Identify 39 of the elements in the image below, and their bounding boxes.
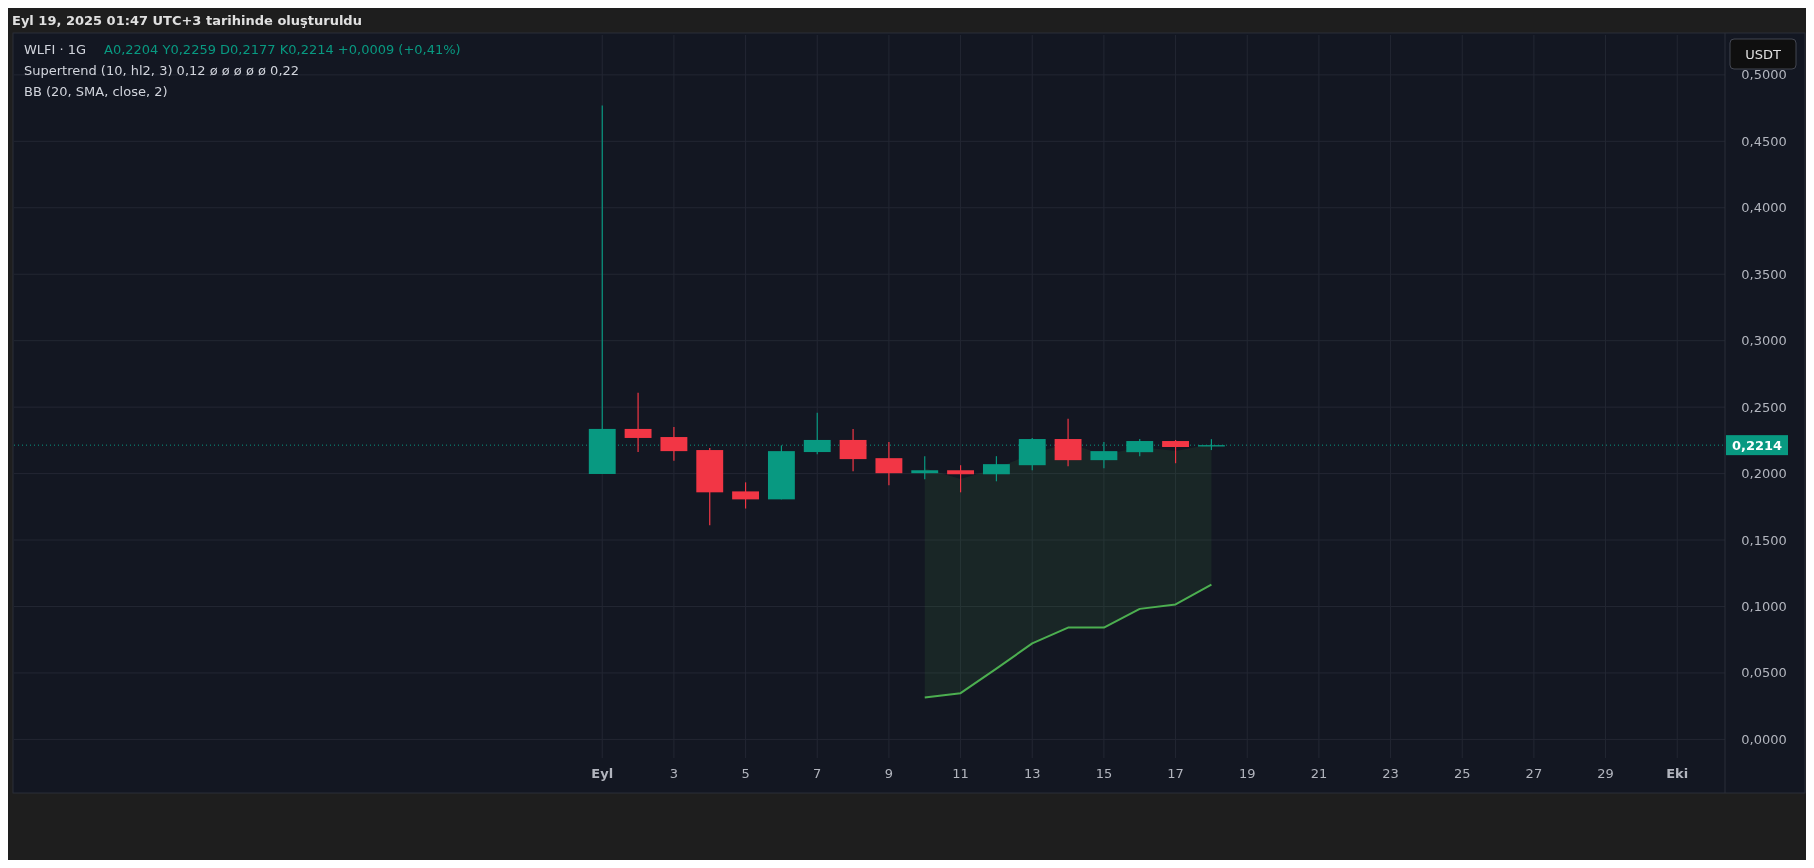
text: A0,2204 Y0,2259 D0,2177 K0,2214 +0,0009 (+0,41%) (104, 42, 461, 57)
y-tick-label: 0,3500 (1741, 266, 1787, 282)
y-tick-label: 0,1500 (1741, 532, 1787, 548)
candlestick (947, 464, 975, 493)
y-axis-title: USDT (1745, 46, 1781, 62)
text: WLFI · 1G (24, 42, 87, 57)
y-tick-label: 0,4000 (1741, 200, 1787, 216)
annotation: Supertrend (10, hl2, 3) 0,12 ø ø ø ø ø 0,22 (24, 63, 300, 78)
x-tick-label: 21 (1310, 766, 1328, 781)
text: Eyl 19, 2025 01:47 UTC+3 tarihinde oluşturuldu (12, 13, 362, 28)
x-tick-label: 7 (813, 766, 822, 781)
y-tick-label: 0,2000 (1741, 466, 1787, 482)
y-tick-label: 0,2500 (1741, 399, 1787, 415)
x-tick-label: Eyl (591, 766, 614, 781)
y-tick-label: 0,0000 (1741, 731, 1787, 747)
y-tick-label: 0,3000 (1741, 333, 1787, 349)
x-tick-label: 13 (1023, 766, 1041, 781)
x-tick-label: 19 (1238, 766, 1256, 781)
y-tick-label: 0,4500 (1741, 133, 1787, 149)
candlestick (1162, 439, 1189, 464)
x-tick-label: 29 (1597, 766, 1614, 781)
x-tick-label: 9 (884, 766, 894, 781)
y-tick-label: 0,1000 (1741, 599, 1787, 615)
ref-line-label: 0,2214 (1731, 437, 1783, 453)
x-tick-label: 17 (1167, 766, 1184, 781)
x-tick-label: 3 (669, 766, 679, 781)
x-tick-label: 5 (741, 766, 750, 781)
x-tick-label: 11 (952, 766, 969, 781)
y-tick-label: 0,0500 (1741, 665, 1787, 681)
x-tick-label: 27 (1525, 766, 1543, 781)
candlestick (624, 392, 652, 453)
x-tick-label: 23 (1382, 766, 1399, 781)
x-tick-label: Eki (1666, 766, 1689, 781)
annotation: BB (20, SMA, close, 2) (24, 84, 168, 99)
x-tick-label: 15 (1095, 766, 1113, 781)
line-series (923, 583, 1213, 699)
y-tick-label: 0,5000 (1741, 67, 1787, 83)
x-tick-label: 25 (1453, 766, 1471, 781)
candlestick (911, 455, 939, 480)
